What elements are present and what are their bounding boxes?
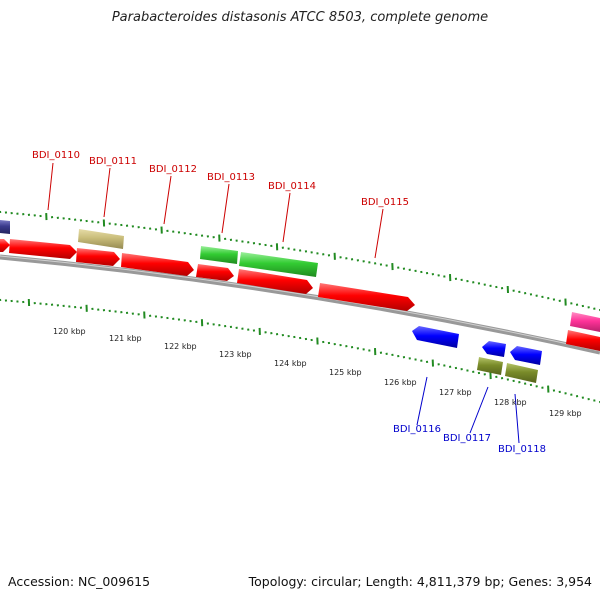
scale-label: 126 kbp	[384, 378, 417, 387]
genome-backbone-highlight	[0, 255, 600, 352]
gene-arrow[interactable]	[196, 264, 234, 281]
scale-label: 122 kbp	[164, 342, 197, 351]
scale-labels: 120 kbp 121 kbp 122 kbp 123 kbp 124 kbp …	[53, 327, 582, 418]
scale-label: 121 kbp	[109, 334, 142, 343]
scale-label: 120 kbp	[53, 327, 86, 336]
gene-arrow-bdi-0111-forward[interactable]	[76, 248, 120, 266]
gene-arrow-bdi-0112[interactable]	[121, 253, 194, 276]
accession-info: Accession: NC_009615	[8, 574, 151, 589]
gene-arrow[interactable]	[505, 363, 538, 383]
gene-arrow[interactable]	[237, 269, 313, 294]
gene-label-bdi-0117[interactable]: BDI_0117	[443, 433, 491, 444]
gene-arrow-bdi-0111[interactable]	[78, 229, 124, 249]
genome-backbone	[0, 254, 600, 355]
gene-label-bdi-0115[interactable]: BDI_0115	[361, 197, 409, 208]
scale-label: 129 kbp	[549, 409, 582, 418]
gene-arrow-bdi-0117[interactable]	[482, 341, 506, 357]
scale-label: 124 kbp	[274, 359, 307, 368]
scale-label: 127 kbp	[439, 388, 472, 397]
topology-info: Topology: circular; Length: 4,811,379 bp…	[248, 574, 592, 589]
gene-label-bdi-0114[interactable]: BDI_0114	[268, 181, 316, 192]
gene-label-bdi-0110[interactable]: BDI_0110	[32, 150, 80, 161]
gene-arrow[interactable]	[566, 330, 600, 351]
gene-label-bdi-0118[interactable]: BDI_0118	[498, 444, 546, 455]
gene-label-bdi-0111[interactable]: BDI_0111	[89, 156, 137, 167]
gene-arrow-bdi-0110[interactable]	[9, 239, 77, 259]
gene-arrow[interactable]	[0, 220, 10, 234]
gene-label-bdi-0116[interactable]: BDI_0116	[393, 424, 441, 435]
scale-label: 128 kbp	[494, 398, 527, 407]
genome-title: Parabacteroides distasonis ATCC 8503, co…	[111, 10, 489, 25]
gene-label-bdi-0113[interactable]: BDI_0113	[207, 172, 255, 183]
scale-label: 123 kbp	[219, 350, 252, 359]
forward-gene-labels: BDI_0110 BDI_0111 BDI_0112 BDI_0113 BDI_…	[32, 150, 409, 208]
gene-arrow[interactable]	[570, 312, 600, 332]
gene-arrow-bdi-0118[interactable]	[510, 346, 542, 365]
scale-label: 125 kbp	[329, 368, 362, 377]
gene-arrow-bdi-0113[interactable]	[200, 246, 238, 264]
gene-arrow[interactable]	[0, 239, 10, 252]
gene-arrows	[0, 220, 600, 383]
gene-arrow[interactable]	[477, 357, 503, 375]
gene-arrow-bdi-0116[interactable]	[412, 326, 459, 348]
gene-label-bdi-0112[interactable]: BDI_0112	[149, 164, 197, 175]
reverse-label-leaders	[416, 376, 520, 444]
reverse-gene-labels: BDI_0116 BDI_0117 BDI_0118	[393, 424, 546, 455]
forward-label-leaders	[47, 162, 384, 259]
gene-arrow-bdi-0114[interactable]	[239, 252, 318, 277]
upper-tick-track	[0, 210, 600, 312]
lower-tick-track	[0, 298, 600, 404]
gene-arrow-bdi-0115[interactable]	[318, 283, 415, 311]
